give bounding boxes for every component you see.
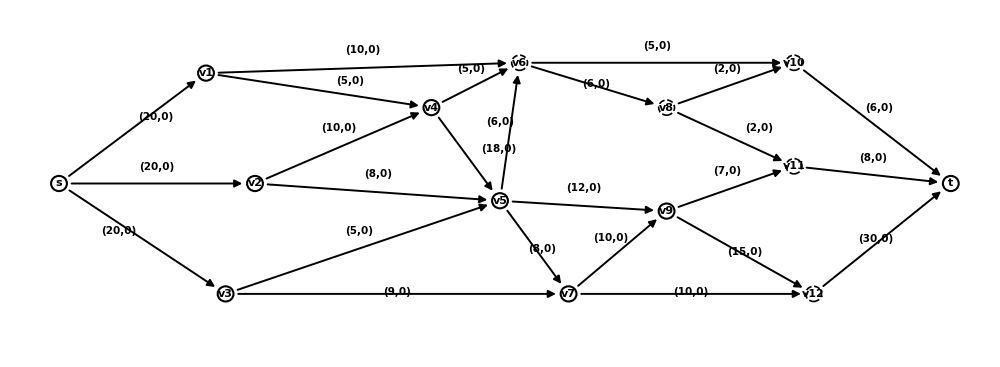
Text: (9,0): (9,0) <box>383 287 411 297</box>
Text: (20,0): (20,0) <box>101 226 136 236</box>
Text: s: s <box>56 178 62 189</box>
Text: v12: v12 <box>802 289 825 299</box>
Ellipse shape <box>247 176 263 191</box>
Ellipse shape <box>659 204 675 219</box>
Ellipse shape <box>423 100 439 115</box>
Ellipse shape <box>218 286 234 301</box>
Ellipse shape <box>561 286 577 301</box>
Text: v6: v6 <box>512 58 527 68</box>
Text: (8,0): (8,0) <box>364 169 392 179</box>
Text: (8,0): (8,0) <box>860 153 888 163</box>
Text: v11: v11 <box>783 161 805 171</box>
Text: (10,0): (10,0) <box>345 45 380 55</box>
Ellipse shape <box>659 100 675 115</box>
Text: v5: v5 <box>493 196 507 206</box>
Ellipse shape <box>786 55 802 70</box>
Text: (18,0): (18,0) <box>481 143 516 154</box>
Text: (6,0): (6,0) <box>486 117 514 127</box>
Text: (10,0): (10,0) <box>593 233 629 243</box>
Text: (10,0): (10,0) <box>321 123 357 133</box>
Text: (2,0): (2,0) <box>745 123 773 133</box>
Ellipse shape <box>806 286 822 301</box>
Text: (5,0): (5,0) <box>345 226 373 236</box>
Ellipse shape <box>492 193 508 208</box>
Ellipse shape <box>51 176 67 191</box>
Text: (5,0): (5,0) <box>643 40 671 51</box>
Text: (30,0): (30,0) <box>858 234 893 244</box>
Text: (20,0): (20,0) <box>138 112 173 122</box>
Text: (20,0): (20,0) <box>139 162 175 172</box>
Ellipse shape <box>512 55 528 70</box>
Text: (5,0): (5,0) <box>336 76 364 86</box>
Text: (6,0): (6,0) <box>865 103 893 113</box>
Text: v2: v2 <box>248 178 262 189</box>
Text: v4: v4 <box>424 103 439 113</box>
Text: v10: v10 <box>783 58 805 68</box>
Text: (12,0): (12,0) <box>566 183 602 193</box>
Text: v8: v8 <box>659 103 674 113</box>
Text: v3: v3 <box>218 289 233 299</box>
Text: v7: v7 <box>561 289 576 299</box>
Text: (2,0): (2,0) <box>713 63 741 73</box>
Ellipse shape <box>198 66 214 81</box>
Text: (10,0): (10,0) <box>673 287 709 297</box>
Text: t: t <box>948 178 953 189</box>
Text: (8,0): (8,0) <box>529 244 557 254</box>
Ellipse shape <box>943 176 959 191</box>
Text: (5,0): (5,0) <box>457 64 485 74</box>
Text: (15,0): (15,0) <box>728 247 763 257</box>
Ellipse shape <box>786 159 802 174</box>
Text: (6,0): (6,0) <box>582 79 610 88</box>
Text: v1: v1 <box>198 68 214 78</box>
Text: (7,0): (7,0) <box>713 166 741 176</box>
Text: v9: v9 <box>659 206 674 216</box>
